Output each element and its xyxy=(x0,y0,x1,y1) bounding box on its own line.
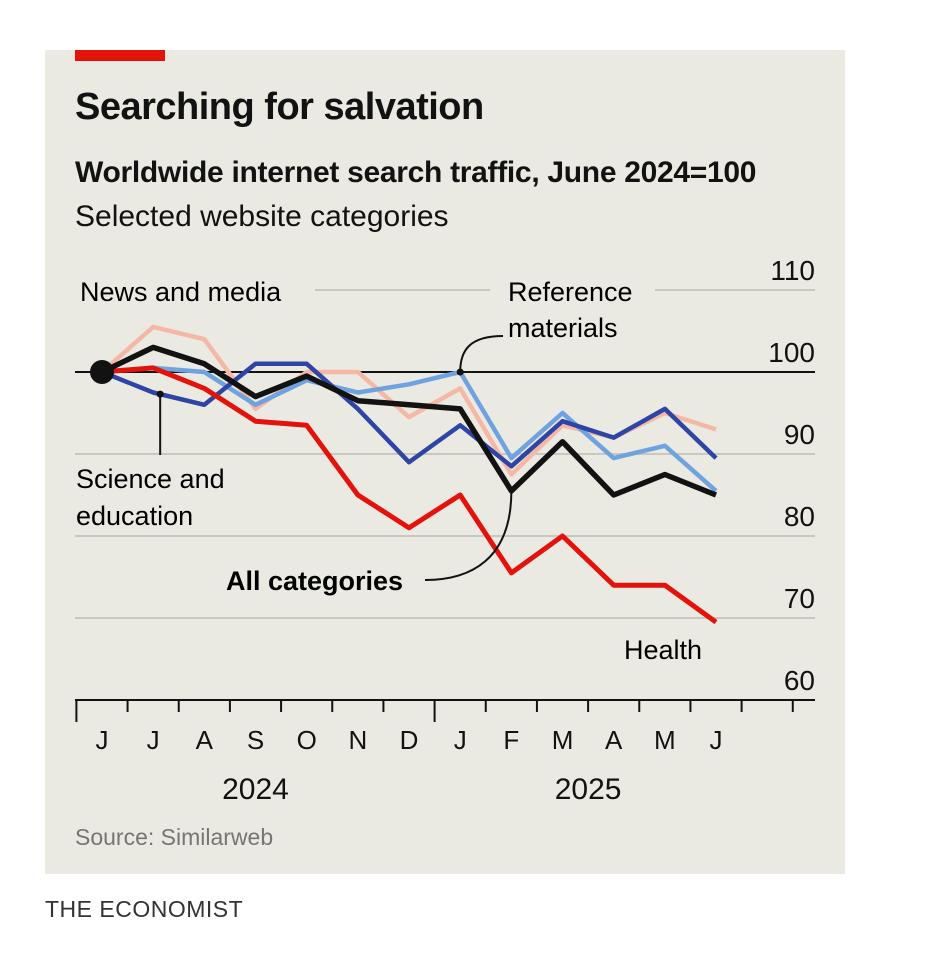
brand-footer: THE ECONOMIST xyxy=(45,896,244,922)
series-layer xyxy=(90,324,718,625)
x-label-0: J xyxy=(96,725,109,755)
x-label-4: O xyxy=(297,725,317,755)
x-label-3: S xyxy=(247,725,264,755)
series-line-reference xyxy=(101,365,718,493)
x-label-10: A xyxy=(605,725,623,755)
label-science-line1: Science and xyxy=(76,464,225,494)
leader-all xyxy=(424,490,513,581)
x-label-9: M xyxy=(552,725,574,755)
chart-panel xyxy=(45,50,845,874)
chart-subtitle: Worldwide internet search traffic, June … xyxy=(75,156,757,189)
x-label-11: M xyxy=(654,725,676,755)
x-label-1: J xyxy=(147,725,160,755)
label-science-line2: education xyxy=(76,501,193,531)
label-all: All categories xyxy=(226,566,403,596)
series-line-all xyxy=(100,344,718,498)
y-tick-100: 100 xyxy=(768,337,815,368)
series-labels: News and media Reference materials Scien… xyxy=(76,277,702,665)
x-label-5: N xyxy=(348,725,367,755)
year-label-2025: 2025 xyxy=(555,773,622,806)
y-tick-110: 110 xyxy=(770,255,815,286)
leader-dot-science xyxy=(156,390,164,398)
y-tick-90: 90 xyxy=(784,419,815,450)
x-label-7: J xyxy=(454,725,467,755)
x-label-8: F xyxy=(503,725,519,755)
x-label-12: J xyxy=(710,725,723,755)
source-note: Source: Similarweb xyxy=(75,824,274,850)
x-label-2: A xyxy=(196,725,214,755)
y-tick-80: 80 xyxy=(784,501,815,532)
start-marker xyxy=(90,360,114,384)
label-news: News and media xyxy=(80,277,282,307)
x-axis: J J A S O N D J F M A M J 2024 2025 xyxy=(75,699,815,806)
y-tick-70: 70 xyxy=(784,583,815,614)
y-tick-60: 60 xyxy=(784,665,815,696)
x-label-6: D xyxy=(400,725,419,755)
leader-reference xyxy=(459,335,504,373)
year-label-2024: 2024 xyxy=(222,773,289,806)
label-reference-line2: materials xyxy=(508,313,618,343)
chart-subsubtitle: Selected website categories xyxy=(75,200,449,233)
chart-title: Searching for salvation xyxy=(75,86,484,128)
accent-bar xyxy=(75,50,165,61)
label-health: Health xyxy=(624,635,702,665)
series-line-science xyxy=(101,361,718,469)
series-line-health xyxy=(101,365,718,625)
leader-dot-reference xyxy=(456,368,464,376)
label-reference-line1: Reference xyxy=(508,277,633,307)
